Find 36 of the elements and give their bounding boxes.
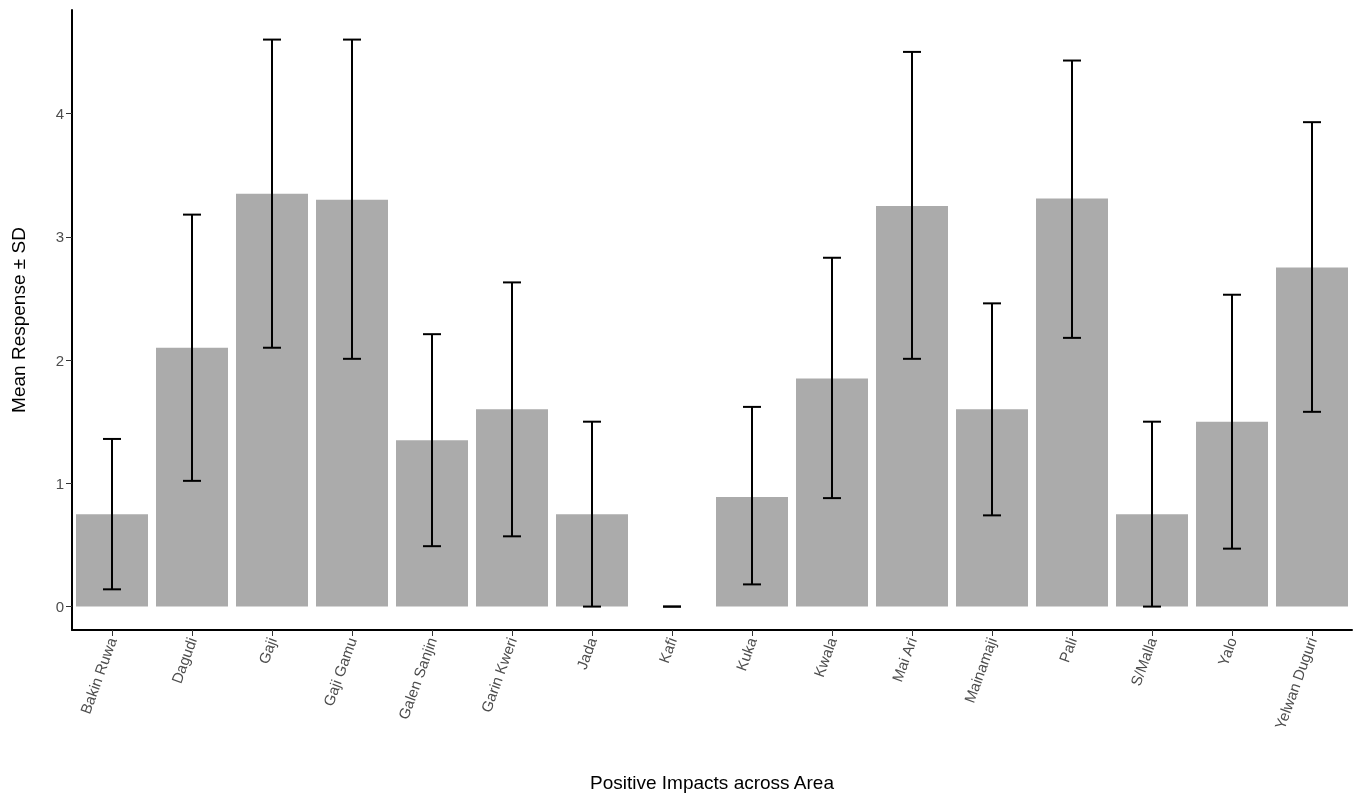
x-tick-label: Mai Ari [888, 635, 920, 684]
bar [956, 409, 1028, 607]
bar [1196, 421, 1268, 607]
bar [716, 496, 788, 607]
x-tick-label: Gaji Gamu [319, 635, 360, 709]
x-tick-label: Galen Sanjin [394, 635, 440, 722]
x-tick-label: Jada [572, 634, 601, 672]
y-tick-label: 3 [55, 228, 64, 246]
x-tick-label: Yalo [1214, 635, 1240, 669]
bar [236, 193, 308, 607]
y-tick-label: 0 [55, 598, 64, 616]
y-tick-label: 4 [55, 105, 64, 123]
bar [156, 347, 228, 607]
bar [876, 205, 948, 607]
bar [1036, 198, 1108, 607]
bar [556, 514, 628, 607]
x-tick-label: Gaji [254, 635, 280, 666]
x-tick-label: Pali [1055, 635, 1080, 665]
bar [1276, 267, 1348, 607]
bar [1116, 514, 1188, 607]
x-tick-label: Bakin Ruwa [76, 634, 121, 717]
x-tick-label: Kwala [810, 634, 841, 680]
y-tick-label: 1 [55, 474, 64, 492]
x-axis-title: Positive Impacts across Area [590, 772, 835, 793]
y-axis-title: Mean Respense ± SD [8, 227, 29, 413]
x-tick-label: Kuka [732, 634, 761, 674]
bar [76, 514, 148, 607]
bar [396, 440, 468, 607]
bar [796, 378, 868, 607]
bar [316, 199, 388, 607]
y-tick-label: 2 [55, 351, 64, 369]
bar [476, 409, 548, 607]
x-tick-label: Kafi [655, 635, 680, 666]
x-tick-label: Dagudi [167, 635, 200, 686]
x-tick-label: Yelwan Duguri [1271, 635, 1320, 732]
x-tick-label: Garin Kweri [477, 635, 520, 715]
